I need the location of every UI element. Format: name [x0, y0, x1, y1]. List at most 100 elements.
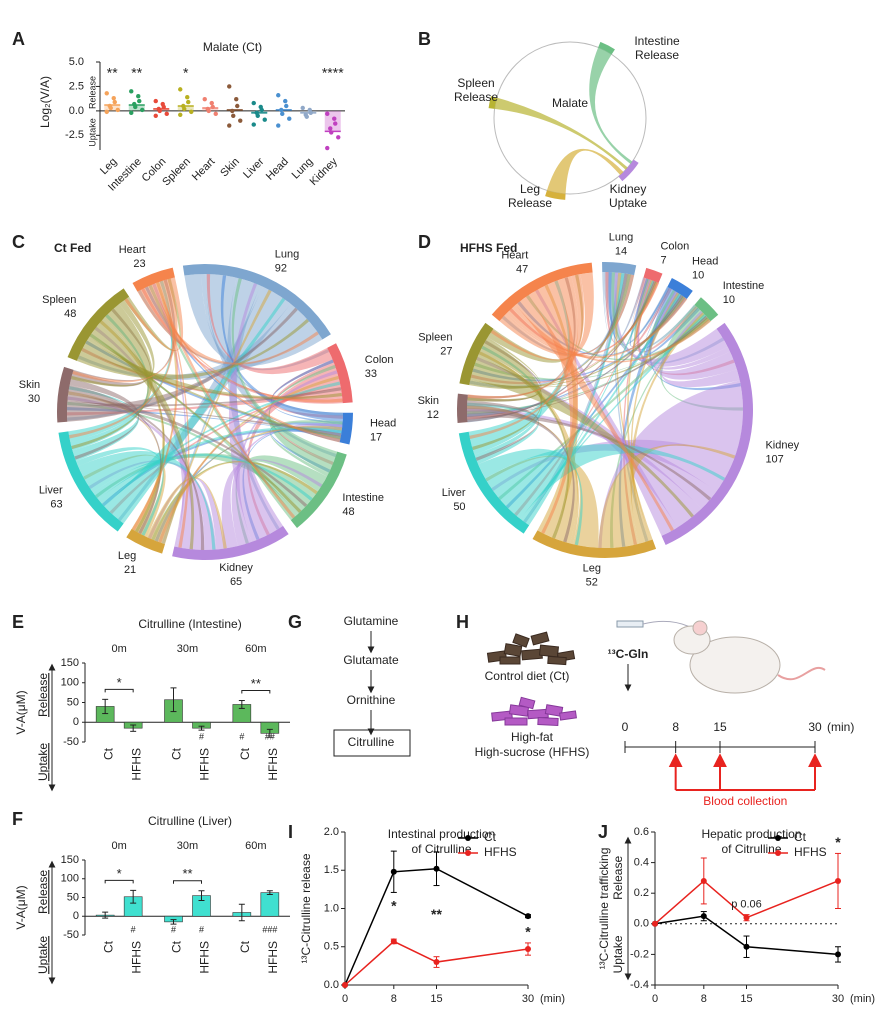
- arc-value: 47: [516, 264, 528, 276]
- x-tick-label: 8: [391, 993, 397, 1005]
- x-tick-label: Head: [264, 156, 291, 183]
- chord-ribbon: [468, 280, 571, 455]
- diet-label: High-fat: [511, 730, 554, 744]
- arc-value: 48: [342, 506, 354, 518]
- y-axis-label: ¹³C-Citrulline trafficking: [597, 848, 611, 970]
- data-point: [157, 108, 162, 114]
- bar-label: HFHS: [266, 748, 280, 781]
- chord-arc: [57, 366, 74, 423]
- outer-ring: [493, 41, 647, 195]
- x-tick-label: 15: [430, 993, 442, 1005]
- data-point: [283, 98, 288, 104]
- group-label: 0m: [112, 840, 127, 852]
- chord-ribbon: [515, 295, 674, 532]
- chow-pellet: [538, 644, 560, 658]
- chord-arc: [126, 528, 165, 554]
- diet-label: High-sucrose (HFHS): [475, 745, 590, 759]
- significance: **: [131, 65, 142, 81]
- chord-arc: [339, 412, 353, 445]
- y-tick-label: 0: [73, 910, 79, 922]
- chord-ribbon: [630, 312, 705, 544]
- chord-ribbon: [528, 280, 579, 534]
- group-label: 60m: [245, 643, 266, 655]
- data-point: [700, 877, 707, 884]
- chord-ribbon: [231, 423, 343, 547]
- y-tick-label: 5.0: [69, 56, 84, 68]
- data-point: [178, 87, 183, 92]
- chow-pellet: [547, 655, 567, 666]
- arc-value: 14: [615, 246, 627, 258]
- chart-title: Ct Fed: [54, 241, 91, 255]
- chord-ribbon: [220, 275, 343, 423]
- significance: **: [107, 65, 118, 81]
- x-tick-label: 0: [652, 993, 658, 1005]
- chord-arc: [667, 277, 693, 299]
- x-tick-label: Liver: [241, 155, 267, 181]
- node-label: Leg: [520, 182, 540, 196]
- hash-label: #: [199, 924, 204, 934]
- y-tick-label: 0.2: [634, 887, 649, 899]
- y-tick-label: 0.6: [634, 826, 649, 838]
- arc-value: 107: [765, 453, 783, 465]
- release-label: Release: [36, 673, 50, 717]
- chord-ribbon: [467, 337, 542, 402]
- bar-label: HFHS: [129, 941, 143, 974]
- arc-value: 50: [453, 501, 465, 513]
- chord-ribbon: [608, 272, 669, 346]
- data-point: [279, 107, 284, 113]
- chart-title: Malate (Ct): [203, 40, 262, 54]
- bar-label: Ct: [170, 940, 184, 953]
- data-point: [231, 113, 236, 118]
- chord-ribbon: [467, 400, 539, 461]
- chord-arc: [172, 525, 289, 561]
- significance: *: [835, 834, 841, 850]
- timeline-label: 0: [622, 720, 629, 734]
- arc-value: 10: [692, 270, 704, 282]
- series-line: [344, 940, 529, 986]
- arc-label: Lung: [275, 248, 299, 260]
- data-point: [743, 914, 750, 921]
- bar-label: HFHS: [266, 941, 280, 974]
- bar-label: Ct: [238, 940, 252, 953]
- y-tick-label: 2.0: [324, 826, 339, 838]
- uptake-label: Uptake: [36, 743, 50, 781]
- chord-arc: [58, 431, 124, 532]
- data-point: [189, 109, 194, 115]
- diet-label: Control diet (Ct): [485, 669, 570, 683]
- chord-ribbon: [271, 359, 343, 425]
- legend-label: HFHS: [794, 845, 827, 859]
- arc-value: 12: [427, 409, 439, 421]
- y-tick-label: 0.5: [324, 941, 339, 953]
- significance: **: [182, 866, 192, 881]
- y-tick-label: -50: [63, 929, 79, 941]
- data-point: [433, 865, 440, 872]
- chord-ribbon: [269, 420, 343, 477]
- panel-letter: E: [12, 612, 24, 632]
- y-tick-label: -0.2: [630, 948, 649, 960]
- hfhs-pellet: [559, 710, 577, 721]
- data-point: [185, 95, 190, 100]
- flux-ribbon: [589, 47, 633, 164]
- bar-label: HFHS: [198, 941, 212, 974]
- chord-arc: [602, 262, 637, 276]
- chord-ribbon: [221, 459, 323, 549]
- group-label: 0m: [112, 643, 127, 655]
- uptake-label: Uptake: [36, 936, 50, 974]
- chord-ribbon: [598, 380, 743, 548]
- group-label: 60m: [245, 840, 266, 852]
- arc-label: Leg: [118, 550, 136, 562]
- flux-ribbon: [546, 148, 624, 194]
- syringe: [616, 620, 644, 628]
- flux-arc: [618, 159, 639, 182]
- bar-label: HFHS: [198, 748, 212, 781]
- chord-arc: [290, 451, 347, 528]
- significance-bracket: [173, 880, 202, 884]
- timeline-label: 30: [808, 720, 822, 734]
- data-point: [227, 123, 232, 128]
- x-tick-label: 15: [740, 993, 752, 1005]
- chart-title: of Citrulline: [721, 842, 781, 856]
- arc-value: 63: [50, 498, 62, 510]
- legend-label: Ct: [794, 830, 807, 844]
- mean-bar: [300, 110, 317, 113]
- hash-label: ###: [262, 924, 277, 934]
